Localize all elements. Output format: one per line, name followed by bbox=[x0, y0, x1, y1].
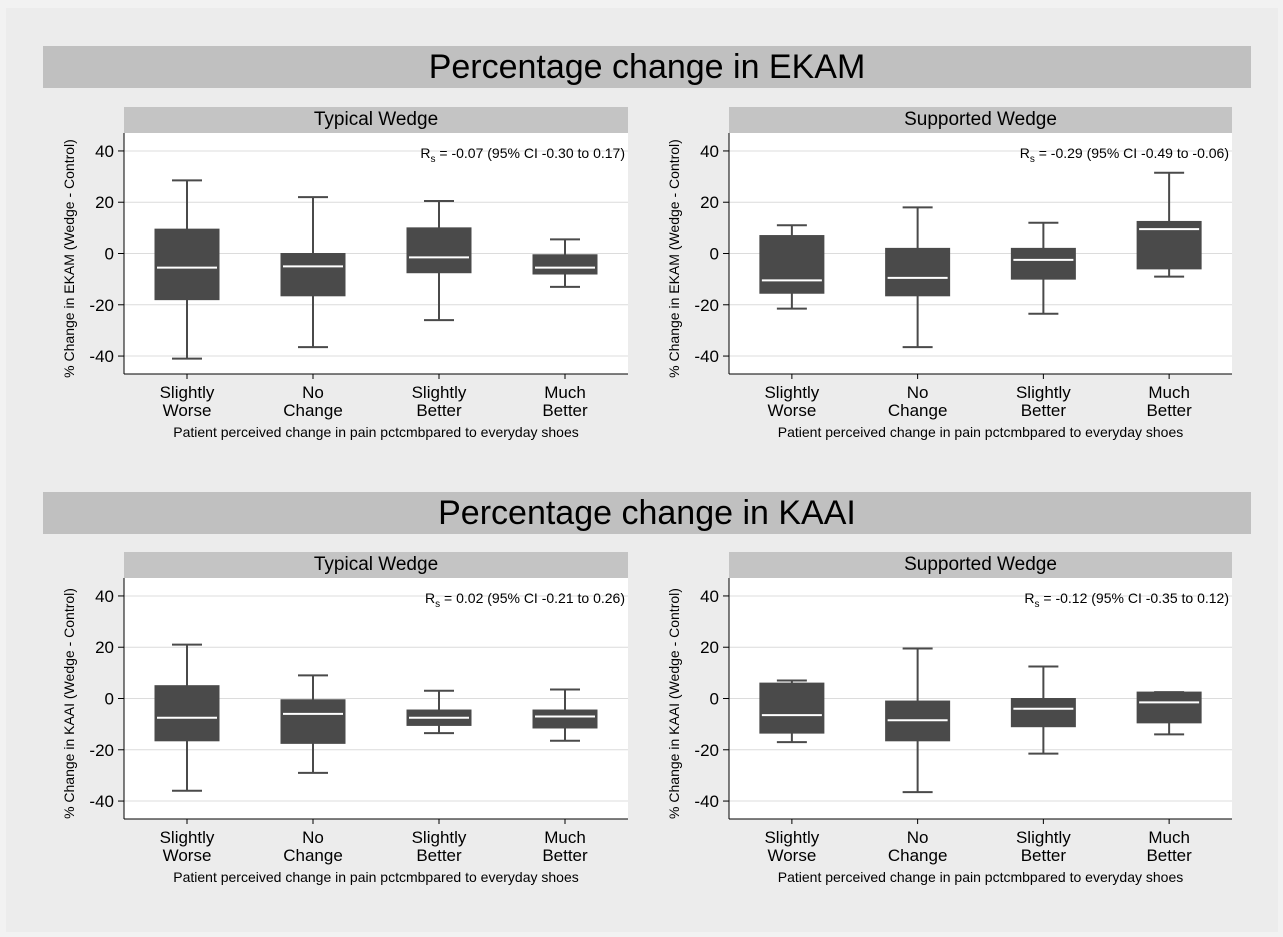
panel-0-x-axis-title: Patient perceived change in pain pctcmbp… bbox=[173, 424, 578, 440]
panel-3-annotation-subscript: s bbox=[1035, 599, 1040, 610]
panel-0-box-0-category-label-0: Slightly bbox=[160, 383, 215, 402]
panel-0-ytick-label-1: -20 bbox=[89, 296, 114, 315]
panel-3-box-0-iqr bbox=[759, 682, 825, 734]
panel-3-box-3-category-label-0: Much bbox=[1148, 828, 1190, 847]
panel-3-annotation-text: = -0.12 (95% CI -0.35 to 0.12) bbox=[1040, 590, 1230, 606]
panel-0-y-axis-title: % Change in EKAM (Wedge - Control) bbox=[61, 139, 77, 378]
panel-0-box-1-category-label-0: No bbox=[302, 383, 324, 402]
panel-2-ytick-label-2: 0 bbox=[105, 690, 114, 709]
panel-title-kaai-supported: Supported Wedge bbox=[729, 552, 1232, 578]
panel-0-spearman-annotation: Rs = -0.07 (95% CI -0.30 to 0.17) bbox=[420, 145, 625, 165]
panel-2-box-3-category-label-1: Better bbox=[542, 846, 588, 865]
panel-3-ytick-label-4: 40 bbox=[700, 587, 719, 606]
panel-0-box-0-category-label-1: Worse bbox=[163, 401, 212, 420]
panel-2-ytick-label-3: 20 bbox=[95, 638, 114, 657]
panel-2-y-axis-title: % Change in KAAI (Wedge - Control) bbox=[61, 588, 77, 819]
panel-1-box-0-category-label-1: Worse bbox=[767, 401, 816, 420]
panel-1-box-1-category-label-0: No bbox=[907, 383, 929, 402]
panel-3-box-2-iqr bbox=[1010, 698, 1076, 728]
panel-2-annotation-subscript: s bbox=[435, 599, 440, 610]
panel-3-ytick-label-0: -40 bbox=[694, 792, 719, 811]
panel-3-box-3-category-label-1: Better bbox=[1146, 846, 1192, 865]
section-title-ekam: Percentage change in EKAM bbox=[43, 46, 1251, 88]
panel-2-ytick-label-1: -20 bbox=[89, 741, 114, 760]
panel-1-box-2-category-label-0: Slightly bbox=[1016, 383, 1071, 402]
panel-0-box-3-iqr bbox=[532, 254, 598, 275]
panel-0-ytick-label-3: 20 bbox=[95, 193, 114, 212]
panel-2-ytick-label-4: 40 bbox=[95, 587, 114, 606]
panel-2-box-3-iqr bbox=[532, 709, 598, 729]
panel-2-x-axis-title: Patient perceived change in pain pctcmbp… bbox=[173, 869, 578, 885]
panel-2-box-1-category-label-0: No bbox=[302, 828, 324, 847]
panel-0-annotation-r: R bbox=[420, 145, 430, 161]
panel-0-box-2-category-label-0: Slightly bbox=[412, 383, 467, 402]
panel-2-box-0-category-label-1: Worse bbox=[163, 846, 212, 865]
panel-3-y-axis-title: % Change in KAAI (Wedge - Control) bbox=[666, 588, 682, 819]
panel-2-annotation-text: = 0.02 (95% CI -0.21 to 0.26) bbox=[440, 590, 625, 606]
panel-1-box-2-iqr bbox=[1010, 247, 1076, 280]
panel-title-ekam-supported: Supported Wedge bbox=[729, 107, 1232, 133]
panel-2-box-1-category-label-1: Change bbox=[283, 846, 343, 865]
panel-1-box-0-category-label-0: Slightly bbox=[764, 383, 819, 402]
panel-3-x-axis-title: Patient perceived change in pain pctcmbp… bbox=[778, 869, 1183, 885]
panel-3-spearman-annotation: Rs = -0.12 (95% CI -0.35 to 0.12) bbox=[1024, 590, 1229, 610]
panel-3-box-0-category-label-1: Worse bbox=[767, 846, 816, 865]
panel-0-ytick-label-2: 0 bbox=[105, 245, 114, 264]
panel-1-ytick-label-4: 40 bbox=[700, 142, 719, 161]
panel-1-x-axis-title: Patient perceived change in pain pctcmbp… bbox=[778, 424, 1183, 440]
panel-2-box-0-iqr bbox=[154, 685, 220, 742]
panel-3-ytick-label-1: -20 bbox=[694, 741, 719, 760]
panel-1-box-0-iqr bbox=[759, 235, 825, 294]
panel-0-box-1-iqr bbox=[280, 253, 346, 297]
panel-0-box-2-category-label-1: Better bbox=[416, 401, 462, 420]
panel-0-ytick-label-4: 40 bbox=[95, 142, 114, 161]
panel-1-annotation-r: R bbox=[1020, 145, 1030, 161]
panel-1-box-1-category-label-1: Change bbox=[888, 401, 948, 420]
panel-3-box-2-category-label-0: Slightly bbox=[1016, 828, 1071, 847]
panel-3-ytick-label-3: 20 bbox=[700, 638, 719, 657]
panel-0-box-2-iqr bbox=[406, 227, 472, 274]
panel-1-box-3-category-label-1: Better bbox=[1146, 401, 1192, 420]
panel-2-box-2-category-label-0: Slightly bbox=[412, 828, 467, 847]
panel-1-ytick-label-2: 0 bbox=[710, 245, 719, 264]
panel-3-box-3-iqr bbox=[1136, 691, 1202, 724]
panel-1-spearman-annotation: Rs = -0.29 (95% CI -0.49 to -0.06) bbox=[1020, 145, 1229, 165]
panel-1-box-3-category-label-0: Much bbox=[1148, 383, 1190, 402]
panel-2-box-0-category-label-0: Slightly bbox=[160, 828, 215, 847]
panel-1-box-2-category-label-1: Better bbox=[1021, 401, 1067, 420]
panel-3-box-1-category-label-0: No bbox=[907, 828, 929, 847]
panel-0-box-0-iqr bbox=[154, 228, 220, 301]
panel-2-box-2-category-label-1: Better bbox=[416, 846, 462, 865]
panel-3-ytick-label-2: 0 bbox=[710, 690, 719, 709]
panel-3-box-2-category-label-1: Better bbox=[1021, 846, 1067, 865]
panel-0-annotation-text: = -0.07 (95% CI -0.30 to 0.17) bbox=[436, 145, 626, 161]
panel-0-annotation-subscript: s bbox=[431, 154, 436, 165]
panel-1-box-1-iqr bbox=[885, 247, 951, 297]
panel-1-annotation-subscript: s bbox=[1030, 154, 1035, 165]
panel-0-ytick-label-0: -40 bbox=[89, 347, 114, 366]
panel-1-y-axis-title: % Change in EKAM (Wedge - Control) bbox=[666, 139, 682, 378]
panel-1-ytick-label-1: -20 bbox=[694, 296, 719, 315]
panel-2-box-1-iqr bbox=[280, 699, 346, 744]
panel-3-annotation-r: R bbox=[1024, 590, 1034, 606]
panel-2-box-3-category-label-0: Much bbox=[544, 828, 586, 847]
panel-1-annotation-text: = -0.29 (95% CI -0.49 to -0.06) bbox=[1035, 145, 1229, 161]
panel-0-box-1-category-label-1: Change bbox=[283, 401, 343, 420]
panel-2-annotation-r: R bbox=[425, 590, 435, 606]
panel-1-ytick-label-3: 20 bbox=[700, 193, 719, 212]
panel-title-ekam-typical: Typical Wedge bbox=[124, 107, 628, 133]
panel-3-box-1-category-label-1: Change bbox=[888, 846, 948, 865]
panel-0-box-3-category-label-1: Better bbox=[542, 401, 588, 420]
panel-0-box-3-category-label-0: Much bbox=[544, 383, 586, 402]
panel-2-spearman-annotation: Rs = 0.02 (95% CI -0.21 to 0.26) bbox=[425, 590, 625, 610]
panel-1-ytick-label-0: -40 bbox=[694, 347, 719, 366]
panel-2-ytick-label-0: -40 bbox=[89, 792, 114, 811]
panel-3-box-0-category-label-0: Slightly bbox=[764, 828, 819, 847]
section-title-kaai: Percentage change in KAAI bbox=[43, 492, 1251, 534]
panel-title-kaai-typical: Typical Wedge bbox=[124, 552, 628, 578]
